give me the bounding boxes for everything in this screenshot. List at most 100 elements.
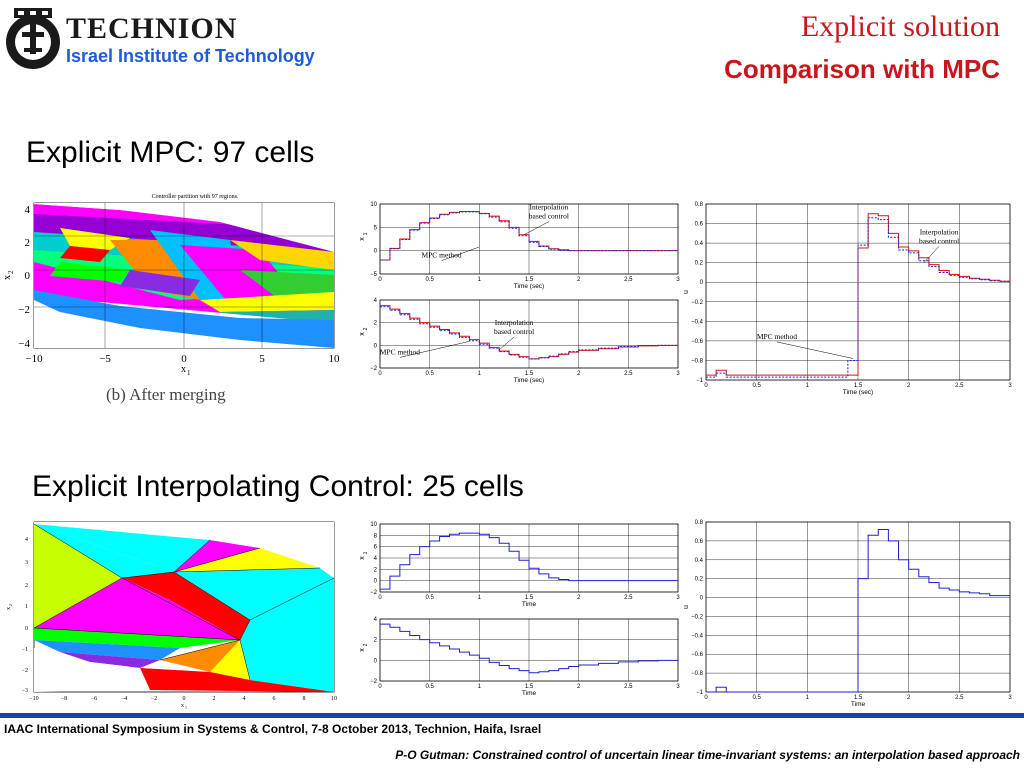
- data-point: [449, 333, 450, 335]
- series-line: [380, 211, 678, 261]
- x-tick: 6: [273, 696, 276, 702]
- x-axis-label: x: [181, 703, 184, 709]
- data-point: [558, 579, 560, 580]
- series-line: [380, 305, 678, 360]
- data-point: [508, 668, 510, 669]
- x-tick-label: 1.5: [525, 684, 534, 690]
- x-tick-label: 1.5: [525, 277, 534, 283]
- data-point: [498, 351, 500, 352]
- data-point: [1009, 597, 1011, 598]
- data-point: [999, 595, 1001, 596]
- data-point: [857, 244, 859, 246]
- annotation-label: MPC method: [757, 332, 797, 341]
- data-point: [508, 550, 510, 552]
- x-tick-label: 2.5: [624, 595, 633, 601]
- partition-top-caption: (b) After merging: [106, 385, 226, 404]
- footer-conference: IAAC International Symposium in Systems …: [4, 722, 542, 736]
- data-point: [979, 593, 980, 595]
- data-point: [918, 576, 920, 578]
- data-point: [568, 666, 570, 667]
- data-point: [548, 356, 550, 357]
- data-point: [746, 374, 747, 376]
- data-point: [736, 376, 737, 378]
- y-tick: 1: [25, 604, 28, 610]
- data-point: [736, 691, 737, 693]
- partition-bottom-regions: [34, 522, 334, 692]
- annotation-label: Interpolation: [495, 318, 534, 327]
- x-tick-label: 3: [1008, 695, 1012, 701]
- y-tick-label: −5: [370, 272, 378, 278]
- data-point: [518, 670, 520, 671]
- x-tick-label: 1: [478, 595, 482, 601]
- data-point: [429, 326, 430, 328]
- data-point: [657, 660, 659, 661]
- x-tick: −10: [29, 696, 38, 702]
- series-line: [706, 217, 1011, 378]
- data-point: [379, 305, 381, 306]
- data-point: [399, 313, 401, 314]
- x-tick-label: 0.5: [425, 371, 434, 377]
- x-tick: −5: [99, 353, 111, 365]
- x-axis-label: Time (sec): [514, 283, 544, 290]
- data-point: [498, 665, 500, 666]
- data-point: [989, 595, 991, 596]
- data-point: [578, 664, 579, 666]
- y-axis-label: u: [683, 605, 690, 609]
- data-point: [867, 217, 869, 218]
- data-point: [538, 246, 540, 247]
- data-point: [969, 278, 970, 280]
- data-point: [508, 227, 510, 229]
- y-axis-label: u: [683, 290, 690, 294]
- x-tick: 10: [329, 353, 341, 365]
- partition-plot-mpc: Controller partition with 97 regions.: [2, 194, 341, 404]
- x-tick-label: 0.5: [425, 277, 434, 283]
- data-point: [479, 657, 480, 659]
- data-point: [399, 239, 401, 240]
- slide-title: Explicit solution: [800, 10, 1000, 43]
- y-axis-label-sub: 1: [363, 232, 369, 235]
- data-point: [618, 661, 619, 663]
- interp-heading: Explicit Interpolating Control: 25 cells: [32, 470, 524, 503]
- data-point: [538, 357, 540, 359]
- y-tick: −2: [22, 668, 28, 674]
- data-point: [419, 639, 421, 640]
- x-tick-label: 0.5: [425, 684, 434, 690]
- chart-top-u: 0 0.5 1 1.5 2 2.5 3 0.8 0.6 0.4 0.2 0 −0.2 −0.4 −0.6 −0…: [683, 202, 1012, 396]
- data-point: [677, 660, 679, 661]
- data-point: [898, 249, 899, 251]
- annotation-arrow: [399, 341, 470, 358]
- data-point: [518, 235, 520, 237]
- data-point: [419, 222, 421, 224]
- x-tick-label: 1.5: [525, 595, 534, 601]
- series-line: [380, 306, 678, 360]
- data-point: [508, 354, 510, 356]
- data-point: [528, 672, 530, 674]
- y-tick-label: 0.2: [695, 261, 704, 267]
- data-point: [705, 691, 707, 693]
- y-tick-label: −0.2: [691, 300, 704, 306]
- data-point: [389, 248, 391, 250]
- data-point: [867, 534, 869, 536]
- data-point: [847, 360, 849, 361]
- data-point: [959, 277, 960, 278]
- data-point: [479, 533, 480, 535]
- y-tick-label: 6: [374, 545, 378, 551]
- y-tick: −3: [22, 688, 28, 694]
- data-point: [479, 213, 480, 215]
- x-tick-label: 2.5: [624, 277, 633, 283]
- data-point: [637, 660, 639, 662]
- x-tick-label: 1: [478, 277, 482, 283]
- y-tick-label: 5: [374, 225, 378, 231]
- data-point: [756, 376, 757, 378]
- y-tick-label: 2: [374, 321, 378, 327]
- data-point: [948, 589, 950, 591]
- data-point: [399, 631, 401, 632]
- data-point: [488, 216, 490, 218]
- x-axis-label: x: [181, 364, 186, 375]
- data-point: [449, 648, 450, 650]
- data-point: [409, 317, 411, 319]
- data-point: [558, 249, 560, 251]
- data-point: [928, 266, 930, 267]
- x-tick-label: 0: [704, 695, 708, 701]
